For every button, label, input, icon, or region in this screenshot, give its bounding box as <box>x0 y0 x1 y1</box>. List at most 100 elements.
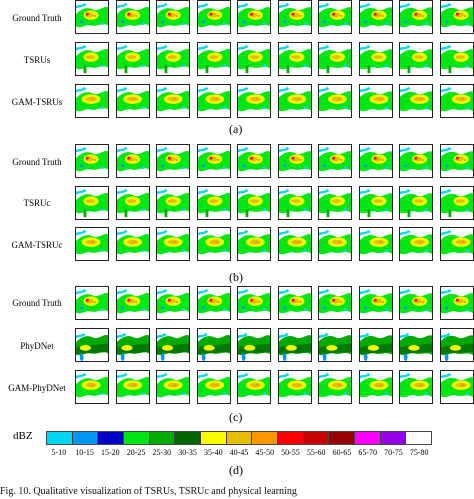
radar-frame-thumbnail <box>318 370 352 404</box>
colorbar-tick: 30-35 <box>178 448 197 457</box>
radar-frame-thumbnail <box>115 0 150 34</box>
radar-frame-thumbnail <box>318 42 352 76</box>
radar-frame-thumbnail <box>318 227 352 261</box>
radar-frame-thumbnail <box>196 84 231 118</box>
radar-frame-thumbnail <box>399 144 433 178</box>
radar-frame-thumbnail <box>237 370 271 404</box>
row-label-a1: Ground Truth <box>12 13 62 23</box>
caption-c: (c) <box>229 410 243 424</box>
colorbar-tick: 75-80 <box>409 448 429 457</box>
colorbar-swatch <box>201 432 227 444</box>
figure-caption-text: Fig. 10. Qualitative visualization of TS… <box>0 486 297 497</box>
radar-frame-thumbnail <box>318 286 352 320</box>
colorbar-swatch <box>406 432 432 444</box>
row-label-b2: TSRUc <box>23 198 51 208</box>
radar-frame-thumbnail <box>439 84 474 118</box>
radar-frame-thumbnail <box>277 286 312 320</box>
radar-frame-thumbnail <box>399 328 433 362</box>
radar-frame-thumbnail <box>399 84 433 118</box>
radar-frame-thumbnail <box>439 186 474 220</box>
colorbar-tick-labels: 5-10 10-15 15-20 20-25 25-30 30-35 35-40 40-45 4… <box>46 448 432 457</box>
radar-frame-thumbnail <box>277 227 312 261</box>
radar-frame-thumbnail <box>156 227 190 261</box>
radar-frame-thumbnail <box>318 0 352 34</box>
radar-frame-thumbnail <box>277 0 312 34</box>
radar-frame-thumbnail <box>115 186 150 220</box>
radar-frame-thumbnail <box>156 370 190 404</box>
radar-frame-thumbnail <box>358 144 393 178</box>
radar-frame-thumbnail <box>318 328 352 362</box>
colorbar-swatch <box>252 432 279 444</box>
radar-frame-thumbnail <box>156 0 190 34</box>
radar-frame-thumbnail <box>439 370 474 404</box>
radar-frame-thumbnail <box>115 227 150 261</box>
radar-frame-thumbnail <box>439 144 474 178</box>
radar-frame-thumbnail <box>196 328 231 362</box>
radar-frame-thumbnail <box>237 328 271 362</box>
radar-frame-thumbnail <box>439 0 474 34</box>
row-label-a2: TSRUs <box>23 55 51 65</box>
radar-frame-thumbnail <box>156 144 190 178</box>
colorbar-tick: 20-25 <box>126 448 146 457</box>
colorbar <box>46 431 432 445</box>
caption-b: (b) <box>229 270 243 284</box>
colorbar-swatch <box>175 432 202 444</box>
colorbar-swatch <box>226 432 253 444</box>
colorbar-swatch <box>149 432 176 444</box>
colorbar-tick: 40-45 <box>229 448 249 457</box>
radar-frame-thumbnail <box>115 42 150 76</box>
colorbar-unit-label: dBZ <box>13 430 33 442</box>
colorbar-swatch <box>124 432 150 444</box>
radar-frame-thumbnail <box>277 144 312 178</box>
radar-frame-thumbnail <box>237 186 271 220</box>
radar-frame-thumbnail <box>358 0 393 34</box>
row-label-a3: GAM-TSRUs <box>11 97 63 107</box>
colorbar-swatch <box>278 432 304 444</box>
radar-frame-thumbnail <box>399 227 433 261</box>
radar-frame-thumbnail <box>237 286 271 320</box>
colorbar-tick: 70-75 <box>384 448 403 457</box>
radar-frame-thumbnail <box>399 42 433 76</box>
radar-frame-thumbnail <box>439 328 474 362</box>
radar-frame-thumbnail <box>115 370 150 404</box>
radar-frame-thumbnail <box>439 286 474 320</box>
radar-frame-thumbnail <box>318 84 352 118</box>
radar-frame-thumbnail <box>196 42 231 76</box>
radar-frame-thumbnail <box>156 42 190 76</box>
radar-frame-thumbnail <box>318 144 352 178</box>
radar-frame-thumbnail <box>156 84 190 118</box>
radar-frame-thumbnail <box>399 286 433 320</box>
row-label-b1: Ground Truth <box>12 157 62 167</box>
colorbar-swatch <box>380 432 407 444</box>
radar-frame-thumbnail <box>75 0 109 34</box>
radar-frame-thumbnail <box>237 42 271 76</box>
radar-frame-thumbnail <box>75 227 109 261</box>
colorbar-swatch <box>98 432 125 444</box>
radar-frame-thumbnail <box>115 328 150 362</box>
radar-frame-thumbnail <box>277 186 312 220</box>
colorbar-swatch <box>47 432 73 444</box>
caption-a: (a) <box>229 122 243 136</box>
colorbar-tick: 50-55 <box>281 448 300 457</box>
row-label-c2: PhyDNet <box>20 341 54 351</box>
radar-frame-thumbnail <box>439 42 474 76</box>
colorbar-tick: 55-60 <box>306 448 326 457</box>
radar-frame-thumbnail <box>358 84 393 118</box>
radar-frame-thumbnail <box>75 84 109 118</box>
colorbar-tick: 35-40 <box>203 448 223 457</box>
radar-frame-thumbnail <box>196 186 231 220</box>
radar-frame-thumbnail <box>358 370 393 404</box>
radar-frame-thumbnail <box>75 42 109 76</box>
row-label-c3: GAM-PhyDNet <box>8 383 66 393</box>
radar-frame-thumbnail <box>399 370 433 404</box>
radar-frame-thumbnail <box>196 0 231 34</box>
radar-frame-thumbnail <box>196 227 231 261</box>
radar-frame-thumbnail <box>75 370 109 404</box>
radar-frame-thumbnail <box>399 0 433 34</box>
radar-frame-thumbnail <box>439 227 474 261</box>
colorbar-tick: 65-70 <box>358 448 378 457</box>
radar-frame-thumbnail <box>277 370 312 404</box>
radar-frame-thumbnail <box>75 286 109 320</box>
radar-frame-thumbnail <box>237 227 271 261</box>
radar-frame-thumbnail <box>358 227 393 261</box>
